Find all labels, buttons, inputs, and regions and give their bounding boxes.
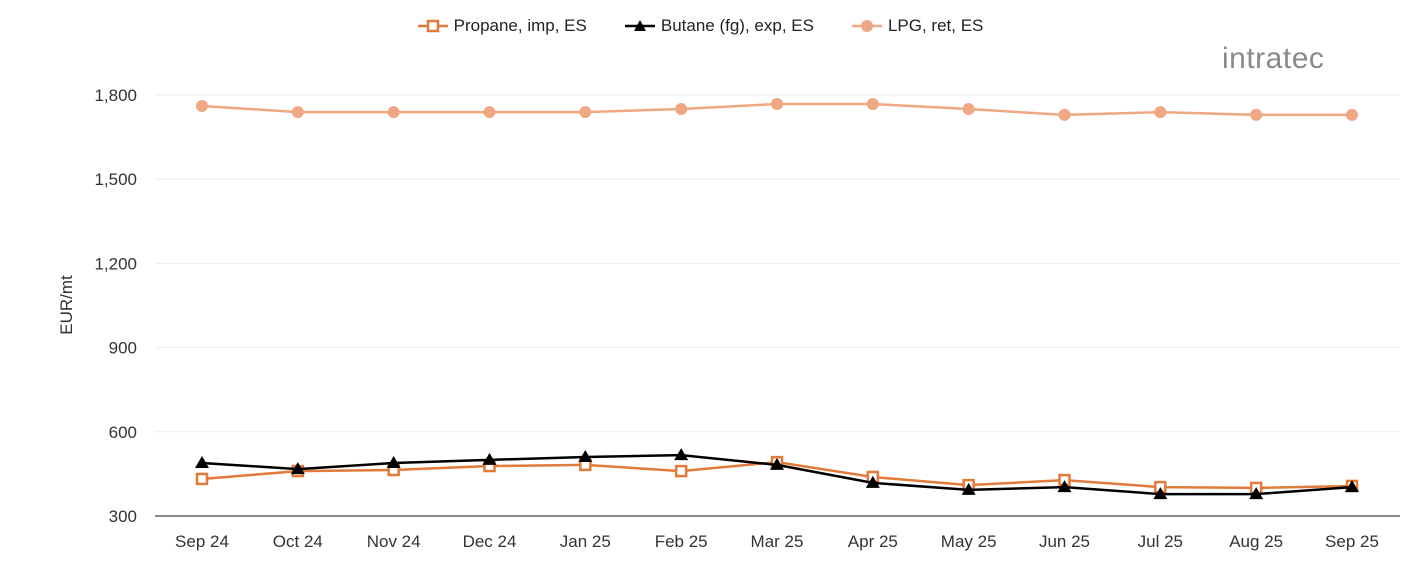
x-tick-label: Apr 25 [848,532,898,551]
data-point [1154,106,1167,119]
y-axis-label: EUR/mt [57,275,76,335]
data-point [1058,108,1071,121]
x-tick-label: Sep 25 [1325,532,1379,551]
y-tick-label: 900 [109,339,137,358]
data-point [196,99,208,112]
y-tick-label: 1,500 [94,170,137,189]
legend-label: Propane, imp, ES [453,16,587,35]
data-point [961,482,976,495]
data-point [1057,480,1072,493]
x-tick-label: Nov 24 [367,532,421,551]
data-point [1345,480,1359,493]
legend-item-propane[interactable]: Propane, imp, ES [417,16,587,36]
x-tick-label: Dec 24 [463,532,517,551]
data-point [1153,487,1168,500]
data-point [962,103,975,116]
data-point [386,455,401,468]
data-point [674,464,688,478]
y-tick-label: 1,800 [94,86,137,105]
x-tick-label: Oct 24 [273,532,323,551]
data-point [1249,487,1264,500]
data-point [195,472,209,486]
x-tick-label: Sep 24 [175,532,229,551]
data-point [674,448,689,461]
data-point [675,103,688,116]
data-point [482,452,497,465]
data-point [578,450,593,463]
x-tick-label: Feb 25 [655,532,708,551]
y-tick-label: 600 [109,423,137,442]
data-point [1250,108,1263,121]
x-tick-label: Jun 25 [1039,532,1090,551]
data-point [579,106,592,119]
data-point [866,97,879,110]
x-tick-label: Aug 25 [1229,532,1283,551]
x-tick-label: May 25 [941,532,997,551]
legend-item-butane[interactable]: Butane (fg), exp, ES [624,16,814,36]
data-point [771,97,783,110]
data-point [483,106,496,119]
intratec-logo: intratec [1222,42,1325,75]
data-point [1346,108,1358,121]
data-point [195,455,209,468]
legend-label: LPG, ret, ES [887,16,984,35]
data-point [291,106,304,119]
x-tick-label: Mar 25 [751,532,804,551]
legend: Propane, imp, ES Butane (fg), exp, ES LP… [0,16,1401,36]
legend-label: Butane (fg), exp, ES [660,16,814,35]
y-tick-label: 1,200 [94,254,137,273]
x-tick-label: Jan 25 [560,532,611,551]
data-point [770,457,784,470]
legend-item-lpg[interactable]: LPG, ret, ES [851,16,984,36]
data-point [387,106,400,119]
x-tick-label: Jul 25 [1138,532,1183,551]
y-tick-label: 300 [109,507,137,526]
data-point [865,475,880,488]
data-point [290,462,305,475]
